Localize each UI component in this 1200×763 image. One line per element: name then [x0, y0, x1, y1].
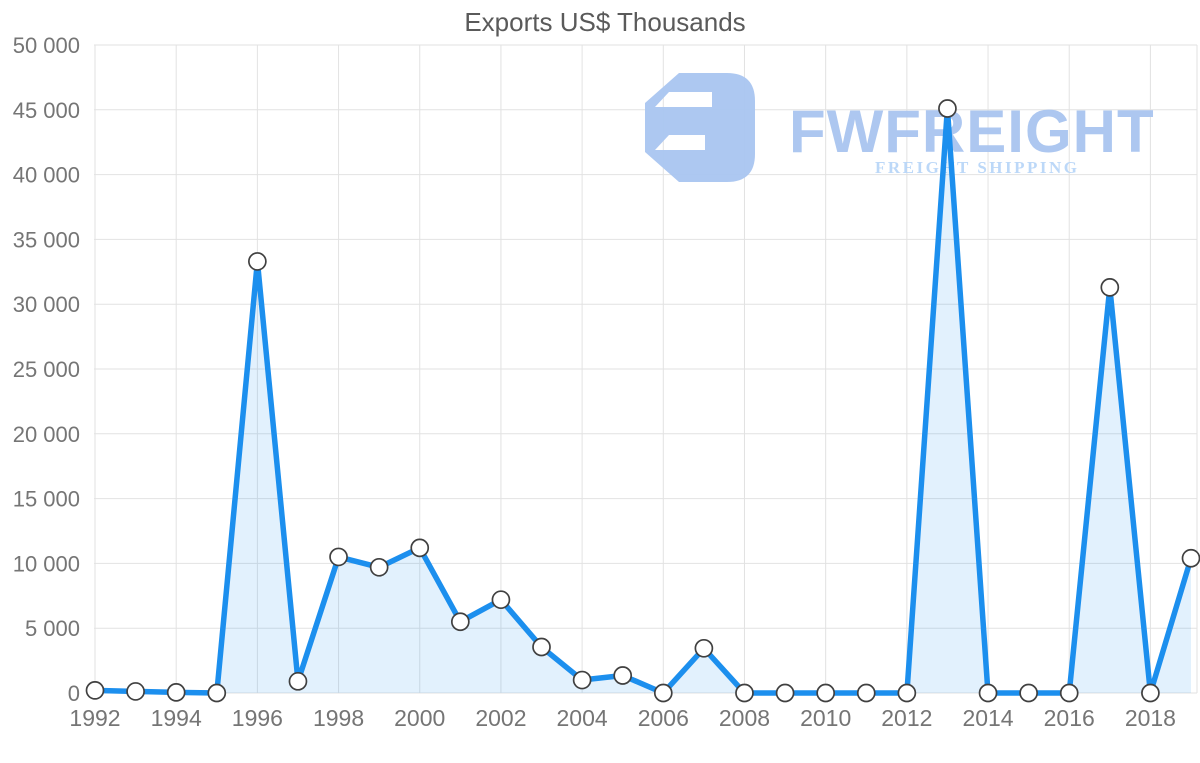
y-axis-tick-label: 5 000 [25, 616, 80, 641]
chart-title: Exports US$ Thousands [464, 7, 745, 37]
data-point-2010[interactable] [816, 683, 836, 703]
data-point-1996[interactable] [248, 252, 267, 271]
y-axis-tick-label: 10 000 [13, 551, 80, 576]
watermark-tagline-text: FREIGHT SHIPPING [875, 158, 1080, 177]
data-point-1998[interactable] [329, 547, 348, 567]
data-point-2011[interactable] [856, 683, 876, 703]
data-point-2005[interactable] [613, 666, 633, 685]
y-axis-tick-label: 40 000 [13, 163, 80, 188]
data-point-2006[interactable] [653, 683, 673, 703]
y-axis-tick-label: 35 000 [13, 227, 80, 252]
data-point-1993[interactable] [126, 682, 145, 701]
data-point-1995[interactable] [207, 683, 227, 703]
x-axis-tick-label: 1998 [313, 705, 364, 731]
fwfreight-logo-icon [645, 73, 755, 182]
x-axis-tick-label: 2004 [557, 705, 608, 731]
data-point-2000[interactable] [410, 538, 430, 558]
x-axis-tick-label: 1992 [69, 705, 120, 731]
data-point-2008[interactable] [735, 683, 754, 703]
watermark-logo: FWFREIGHT FREIGHT SHIPPING [645, 73, 1155, 182]
data-point-2007[interactable] [694, 638, 714, 658]
x-axis-tick-label: 2014 [962, 705, 1013, 731]
data-point-2013[interactable] [938, 99, 957, 118]
data-point-1992[interactable] [85, 681, 105, 700]
data-point-2002[interactable] [491, 590, 511, 610]
x-axis-tick-label: 2012 [881, 705, 932, 731]
x-axis-tick-label: 2000 [394, 705, 445, 731]
data-point-1997[interactable] [288, 671, 308, 691]
y-axis-tick-label: 15 000 [13, 487, 80, 512]
data-point-2003[interactable] [532, 637, 551, 657]
data-point-1999[interactable] [369, 557, 389, 577]
data-point-1994[interactable] [166, 683, 186, 702]
y-axis-tick-label: 25 000 [13, 357, 80, 382]
chart-series [85, 99, 1200, 703]
y-axis-tick-label: 30 000 [13, 292, 80, 317]
data-point-2001[interactable] [450, 612, 470, 632]
x-axis-tick-label: 1996 [232, 705, 283, 731]
y-axis-tick-label: 50 000 [13, 33, 80, 58]
x-axis-tick-label: 2018 [1125, 705, 1176, 731]
data-point-2017[interactable] [1100, 278, 1120, 297]
y-axis-tick-label: 20 000 [13, 422, 80, 447]
data-point-2019[interactable] [1181, 548, 1200, 568]
x-axis-tick-label: 2008 [719, 705, 770, 731]
x-axis-tick-label: 2006 [638, 705, 689, 731]
watermark-brand-text: FWFREIGHT [789, 98, 1155, 165]
y-axis-tick-label: 45 000 [13, 98, 80, 123]
data-point-2016[interactable] [1059, 683, 1079, 703]
data-point-2009[interactable] [775, 683, 795, 703]
x-axis-tick-label: 2002 [475, 705, 526, 731]
data-point-2018[interactable] [1141, 683, 1160, 703]
chart-line [92, 105, 1194, 696]
data-point-2014[interactable] [978, 683, 998, 703]
x-axis-tick-label: 1994 [151, 705, 202, 731]
x-axis-tick-label: 2016 [1044, 705, 1095, 731]
data-point-2004[interactable] [572, 670, 592, 690]
chart-area-fill [95, 108, 1191, 693]
x-axis-tick-label: 2010 [800, 705, 851, 731]
data-point-2012[interactable] [897, 683, 917, 703]
data-point-2015[interactable] [1019, 683, 1038, 703]
chart-gridlines: 0 5 000 10 000 15 000 20 000 25 000 30 000 35 0… [13, 33, 1198, 731]
y-axis-tick-label: 0 [68, 681, 80, 706]
